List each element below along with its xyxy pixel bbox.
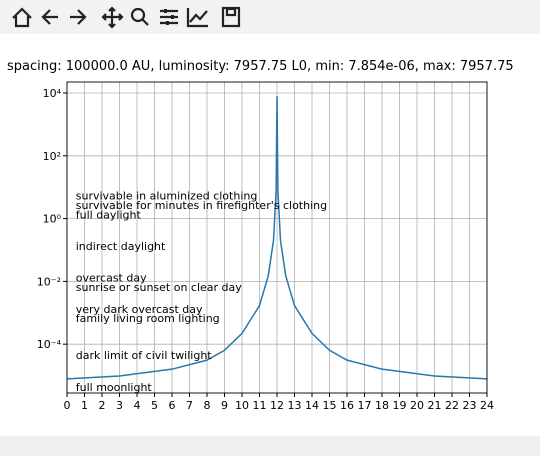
x-tick-label: 9	[221, 399, 228, 412]
x-tick-label: 7	[186, 399, 193, 412]
x-tick-label: 0	[64, 399, 71, 412]
x-tick-label: 22	[445, 399, 459, 412]
axes-frame	[66, 81, 488, 394]
x-tick-label: 1	[81, 399, 88, 412]
x-tick-label: 6	[169, 399, 176, 412]
edit-axes-button[interactable]	[186, 8, 208, 28]
annotation: family living room lighting	[76, 312, 220, 325]
x-tick-label: 8	[204, 399, 211, 412]
y-tick-label: 10⁻²	[37, 275, 61, 288]
annotation: full moonlight	[76, 381, 153, 394]
annotation: sunrise or sunset on clear day	[76, 281, 243, 294]
x-tick-label: 17	[358, 399, 372, 412]
home-button[interactable]	[12, 7, 32, 28]
x-tick-label: 11	[253, 399, 267, 412]
x-tick-label: 20	[410, 399, 424, 412]
x-tick-label: 4	[134, 399, 141, 412]
zoom-button[interactable]	[130, 7, 149, 26]
configure-button[interactable]	[160, 9, 178, 25]
x-tick-label: 19	[393, 399, 407, 412]
annotation: very dark overcast day	[76, 303, 203, 316]
annotation: indirect daylight	[76, 240, 166, 253]
chart-title: spacing: 100000.0 AU, luminosity: 7957.7…	[7, 59, 514, 74]
x-tick-label: 18	[375, 399, 389, 412]
data-line	[66, 96, 488, 380]
y-tick-label: 10⁻⁴	[37, 338, 62, 351]
x-tick-label: 15	[323, 399, 337, 412]
status-bar	[0, 436, 540, 456]
x-tick-label: 16	[340, 399, 354, 412]
annotation: survivable for minutes in firefighter's …	[76, 199, 327, 212]
x-tick-label: 5	[151, 399, 158, 412]
x-tick-label: 23	[463, 399, 477, 412]
x-tick-label: 14	[305, 399, 319, 412]
x-tick-label: 2	[99, 399, 106, 412]
annotation: overcast day	[76, 271, 147, 284]
pan-button[interactable]	[101, 6, 124, 29]
y-tick-label: 10²	[43, 150, 61, 163]
y-tick-label: 10⁴	[43, 87, 62, 100]
x-tick-label: 24	[480, 399, 494, 412]
back-button[interactable]	[41, 9, 58, 25]
plot-area: 0 1 2 3 4 5 6 7 8 9 10 11 12 13 14 15 16 17 18 19 20 21 22 23 24…	[37, 81, 494, 412]
save-button[interactable]	[221, 6, 241, 28]
x-tick-label: 12	[270, 399, 284, 412]
annotation: survivable in aluminized clothing	[76, 190, 258, 203]
x-tick-label: 13	[288, 399, 302, 412]
toolbar-icons	[12, 6, 241, 29]
x-tick-label: 21	[428, 399, 442, 412]
forward-button[interactable]	[70, 9, 87, 25]
x-tick-label: 3	[116, 399, 123, 412]
y-tick-label: 10⁰	[43, 213, 62, 226]
annotation: full daylight	[76, 209, 142, 222]
annotation: dark limit of civil twilight	[76, 349, 213, 362]
x-tick-label: 10	[235, 399, 249, 412]
toolbar	[0, 0, 540, 34]
